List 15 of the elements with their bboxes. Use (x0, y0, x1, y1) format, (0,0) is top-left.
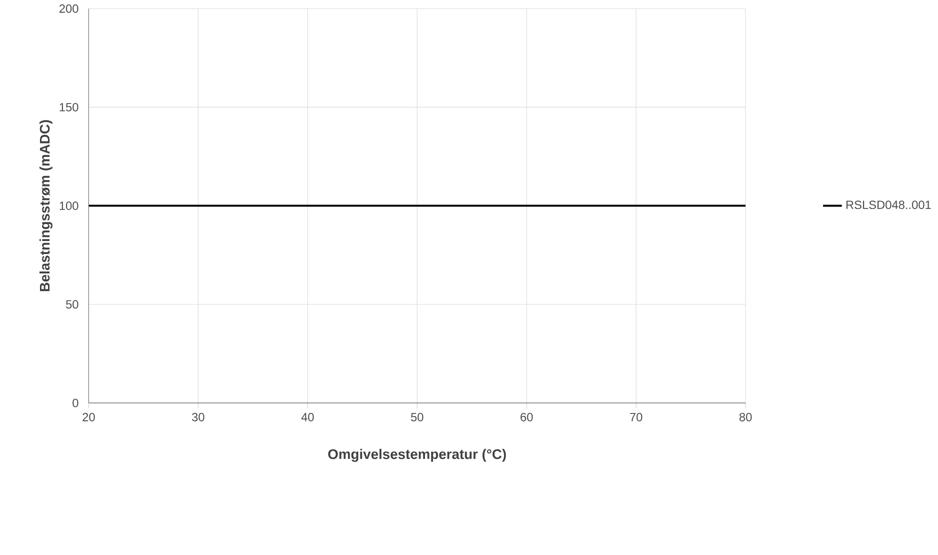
x-tick-label: 60 (520, 413, 533, 422)
x-tick-label: 80 (739, 413, 752, 422)
x-tick-label: 50 (410, 413, 424, 422)
x-tick-label: 30 (192, 413, 204, 422)
y-tick-label: 200 (59, 4, 78, 13)
y-tick-label: 0 (72, 398, 78, 408)
y-tick-label: 50 (66, 300, 78, 309)
x-tick-label: 20 (82, 413, 95, 422)
x-axis-title: Omgivelsestemperatur (°C) (328, 448, 506, 462)
x-tick-label: 40 (301, 413, 314, 422)
legend-label: RSLSD048..001 (846, 200, 931, 210)
y-tick-label: 100 (60, 202, 78, 210)
y-tick-label: 150 (60, 103, 78, 112)
y-axis-title: Belastningsstrøm (mADC) (39, 120, 52, 292)
x-tick-label: 70 (630, 413, 642, 422)
